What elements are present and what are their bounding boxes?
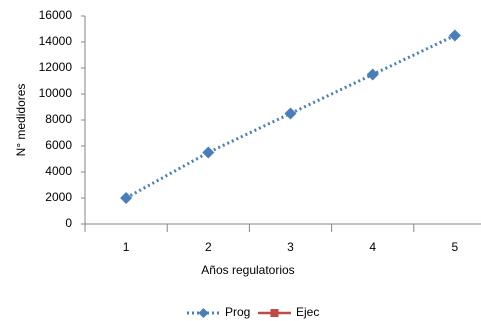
x-axis-label: Años regulatorios xyxy=(201,263,294,277)
y-tick-label: 0 xyxy=(65,216,72,230)
y-tick-label: 8000 xyxy=(45,112,72,126)
y-tick-label: 14000 xyxy=(39,34,73,48)
legend-label: Ejec xyxy=(296,305,319,319)
x-tick-label: 3 xyxy=(287,240,294,254)
y-tick-label: 10000 xyxy=(39,86,73,100)
x-tick-label: 4 xyxy=(369,240,376,254)
marker xyxy=(120,192,133,204)
y-tick-label: 16000 xyxy=(39,8,73,22)
marker xyxy=(366,68,379,81)
x-tick-label: 2 xyxy=(205,240,212,254)
y-tick-label: 2000 xyxy=(45,190,72,204)
y-tick-label: 6000 xyxy=(45,138,72,152)
legend-marker xyxy=(198,308,209,318)
x-tick-label: 1 xyxy=(123,240,130,254)
marker xyxy=(448,29,461,42)
legend-marker xyxy=(270,309,279,317)
marker xyxy=(284,107,297,120)
line-series xyxy=(125,34,456,200)
y-axis-label: N° medidores xyxy=(14,84,28,157)
x-tick-label: 5 xyxy=(452,240,459,254)
marker xyxy=(202,146,215,159)
y-tick-label: 12000 xyxy=(39,60,73,74)
legend-label: Prog xyxy=(225,305,250,319)
y-tick-label: 4000 xyxy=(45,164,72,178)
